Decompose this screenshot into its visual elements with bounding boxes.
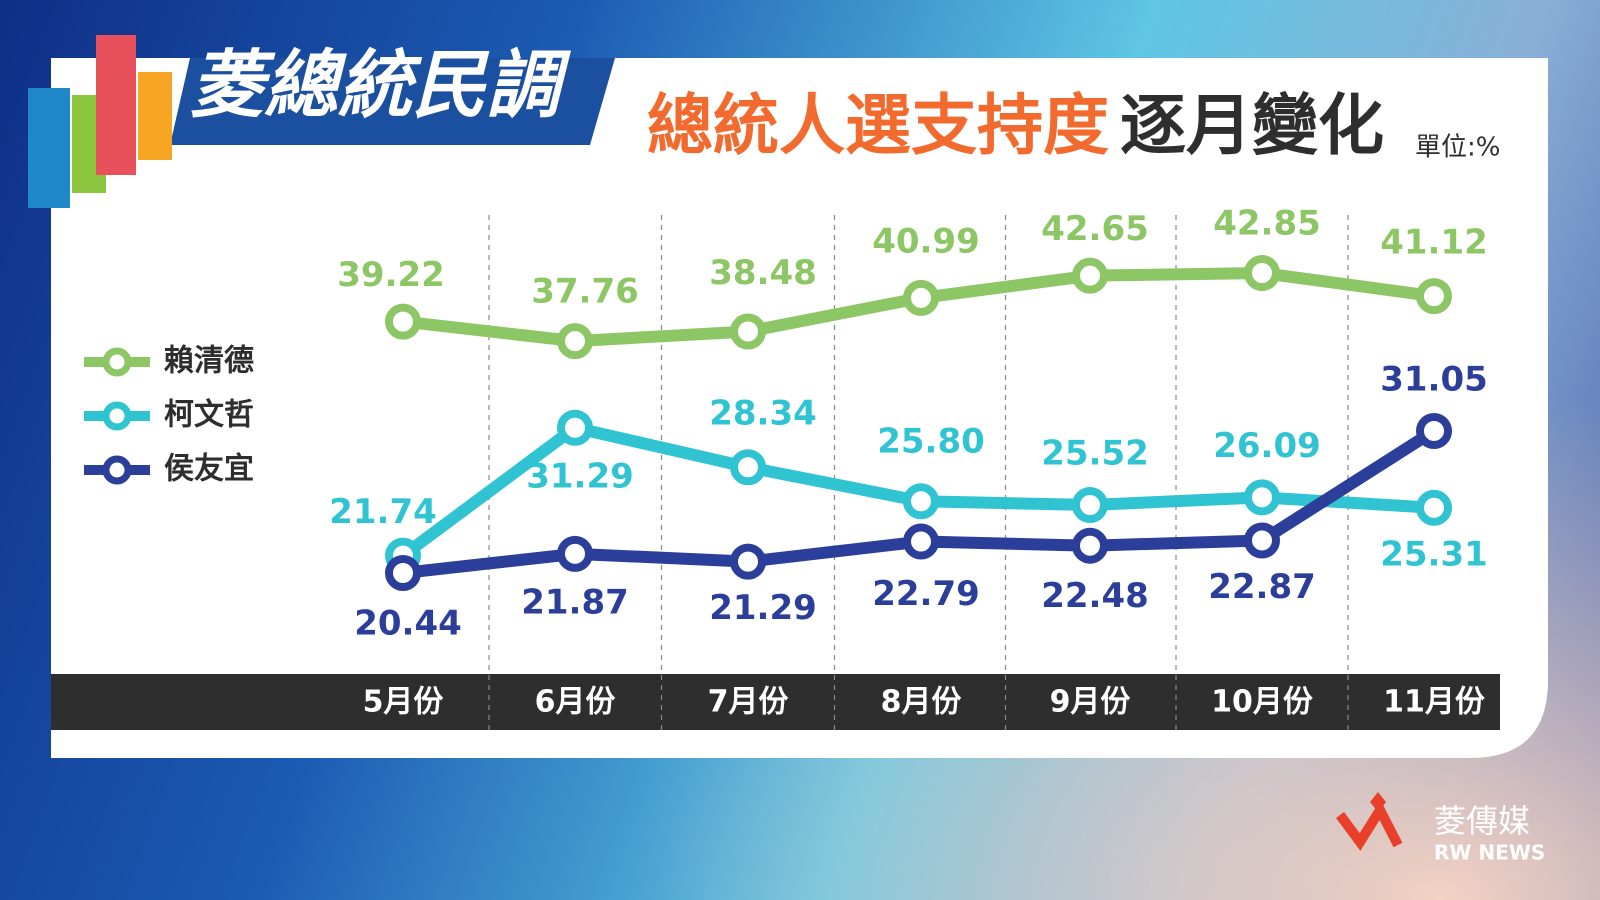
title-rest: 逐月變化 xyxy=(1120,87,1384,164)
data-label: 26.09 xyxy=(1213,426,1321,466)
publisher-logo xyxy=(1335,792,1403,851)
x-tick-label: 7月份 xyxy=(708,685,789,720)
data-label: 22.48 xyxy=(1041,576,1149,616)
point xyxy=(557,323,593,360)
point xyxy=(903,523,939,560)
data-label: 25.80 xyxy=(877,422,985,462)
data-label: 20.44 xyxy=(354,604,462,644)
point xyxy=(385,303,421,340)
point xyxy=(1244,255,1280,291)
data-label: 37.76 xyxy=(531,272,639,312)
legend-marker xyxy=(102,401,132,431)
legend-label: 賴清德 xyxy=(164,344,254,379)
legend-label: 侯友宜 xyxy=(164,452,254,487)
point xyxy=(903,483,939,520)
data-label: 31.29 xyxy=(526,456,634,496)
data-label: 42.65 xyxy=(1041,209,1149,249)
point xyxy=(1416,412,1452,449)
x-tick-label: 5月份 xyxy=(363,685,444,720)
point xyxy=(1416,278,1452,315)
legend-label: 柯文哲 xyxy=(164,398,254,433)
data-label: 25.31 xyxy=(1380,534,1488,574)
data-label: 39.22 xyxy=(337,255,445,295)
data-label: 21.74 xyxy=(329,492,437,532)
data-label: 42.85 xyxy=(1213,204,1321,244)
publisher-en: RW NEWS xyxy=(1434,841,1545,865)
logo-bg xyxy=(170,58,615,145)
unit: 單位:% xyxy=(1415,133,1500,163)
data-label: 21.29 xyxy=(709,588,817,628)
x-tick-label: 10月份 xyxy=(1211,685,1313,720)
data-label: 31.05 xyxy=(1380,359,1488,399)
title-highlight: 總統人選支持度 xyxy=(647,87,1109,164)
data-label: 28.34 xyxy=(709,394,817,434)
data-label: 22.87 xyxy=(1208,567,1316,607)
legend-marker xyxy=(102,347,132,377)
legend-marker xyxy=(102,455,132,485)
point xyxy=(557,409,593,446)
point xyxy=(1244,479,1280,516)
x-tick-label: 11月份 xyxy=(1383,685,1485,720)
point xyxy=(730,543,766,580)
point xyxy=(385,555,421,591)
data-label: 21.87 xyxy=(521,582,629,622)
point xyxy=(1072,257,1108,294)
point xyxy=(1072,527,1108,564)
data-label: 38.48 xyxy=(709,253,817,293)
point xyxy=(730,313,766,350)
x-tick-label: 8月份 xyxy=(881,685,962,720)
publisher: 菱傳媒 xyxy=(1434,802,1530,840)
point xyxy=(730,449,766,486)
point xyxy=(1072,486,1108,523)
x-tick-label: 6月份 xyxy=(535,685,616,720)
point xyxy=(557,535,593,572)
logo-text: 菱總統民調 xyxy=(190,43,572,129)
data-label: 25.52 xyxy=(1041,433,1149,473)
x-tick-label: 9月份 xyxy=(1050,685,1131,720)
point xyxy=(903,279,939,316)
logo-bars xyxy=(28,35,172,208)
data-label: 41.12 xyxy=(1380,223,1488,263)
point xyxy=(1244,522,1280,559)
panel xyxy=(51,58,1548,758)
data-label: 22.79 xyxy=(872,574,980,614)
point xyxy=(1416,489,1452,526)
data-label: 40.99 xyxy=(872,221,980,261)
category-band xyxy=(51,674,1500,730)
